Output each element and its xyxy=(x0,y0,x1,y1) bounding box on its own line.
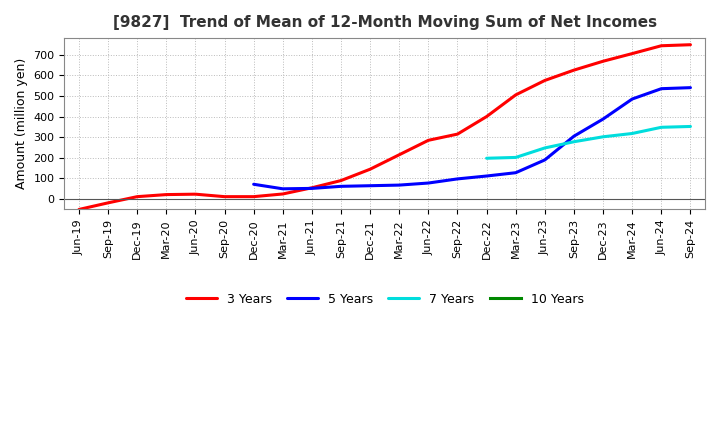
3 Years xyxy=(686,42,695,48)
5 Years xyxy=(657,86,666,92)
3 Years xyxy=(220,194,229,199)
3 Years xyxy=(541,78,549,83)
5 Years xyxy=(686,85,695,90)
7 Years xyxy=(628,131,636,136)
3 Years xyxy=(75,207,84,212)
3 Years xyxy=(424,138,433,143)
5 Years xyxy=(337,183,346,189)
5 Years xyxy=(249,182,258,187)
3 Years xyxy=(599,59,608,64)
5 Years xyxy=(482,173,491,179)
3 Years xyxy=(337,178,346,183)
Legend: 3 Years, 5 Years, 7 Years, 10 Years: 3 Years, 5 Years, 7 Years, 10 Years xyxy=(181,288,589,311)
5 Years xyxy=(628,96,636,102)
7 Years xyxy=(570,139,578,144)
3 Years xyxy=(279,191,287,197)
7 Years xyxy=(657,125,666,130)
3 Years xyxy=(366,167,374,172)
3 Years xyxy=(570,67,578,73)
3 Years xyxy=(191,191,199,197)
5 Years xyxy=(366,183,374,188)
5 Years xyxy=(307,186,316,191)
7 Years xyxy=(686,124,695,129)
7 Years xyxy=(541,145,549,150)
3 Years xyxy=(453,132,462,137)
3 Years xyxy=(395,152,404,158)
5 Years xyxy=(599,117,608,122)
3 Years xyxy=(628,51,636,56)
3 Years xyxy=(657,43,666,48)
7 Years xyxy=(482,156,491,161)
5 Years xyxy=(279,186,287,191)
7 Years xyxy=(599,134,608,139)
5 Years xyxy=(570,133,578,139)
Line: 5 Years: 5 Years xyxy=(253,88,690,189)
3 Years xyxy=(104,200,112,205)
7 Years xyxy=(511,155,520,160)
Title: [9827]  Trend of Mean of 12-Month Moving Sum of Net Incomes: [9827] Trend of Mean of 12-Month Moving … xyxy=(112,15,657,30)
5 Years xyxy=(511,170,520,176)
5 Years xyxy=(395,183,404,188)
5 Years xyxy=(541,157,549,162)
3 Years xyxy=(249,194,258,199)
5 Years xyxy=(453,176,462,182)
3 Years xyxy=(511,92,520,98)
Y-axis label: Amount (million yen): Amount (million yen) xyxy=(15,58,28,189)
Line: 7 Years: 7 Years xyxy=(487,126,690,158)
5 Years xyxy=(424,180,433,186)
3 Years xyxy=(482,114,491,119)
3 Years xyxy=(133,194,142,199)
3 Years xyxy=(307,185,316,191)
3 Years xyxy=(162,192,171,197)
Line: 3 Years: 3 Years xyxy=(79,45,690,209)
